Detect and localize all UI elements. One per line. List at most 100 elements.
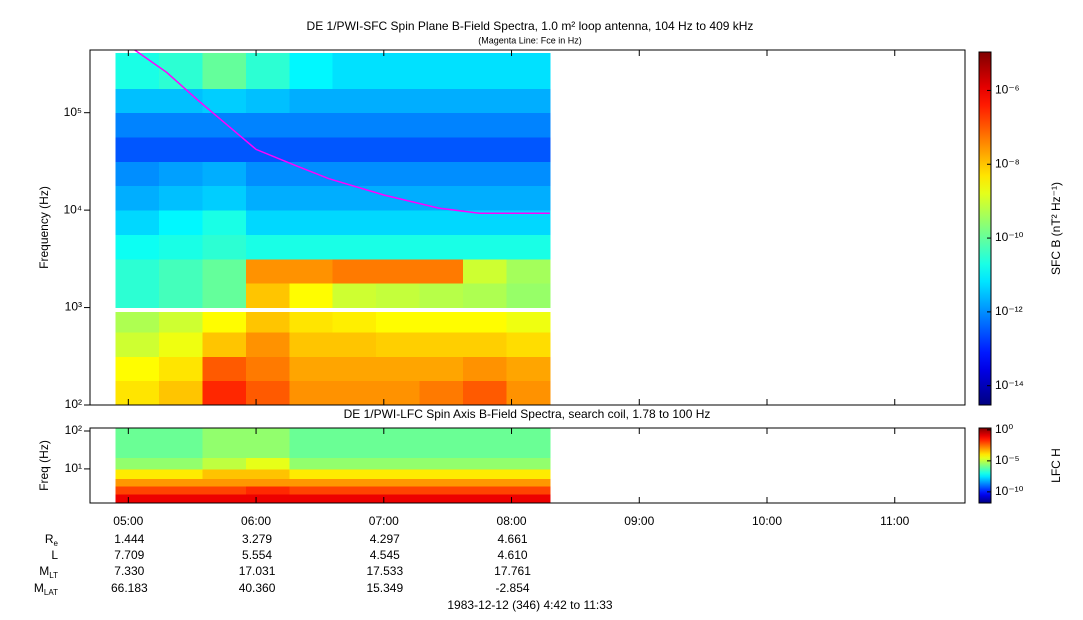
cell [202,210,247,236]
cell [158,486,203,495]
cell [115,258,160,284]
cell [332,312,377,333]
cell [376,428,421,458]
cell [506,331,551,357]
cell [245,457,290,470]
cell [419,137,464,162]
cell [506,493,551,504]
cell [462,331,507,357]
cell [506,185,551,211]
cell [506,478,551,487]
cell [419,312,464,333]
cell [158,234,203,260]
cell [462,112,507,138]
cell [332,380,377,406]
cell [419,380,464,406]
cell [376,283,421,309]
cell [462,88,507,114]
cell [332,234,377,260]
ephemeris-label: L [51,548,58,562]
cell [332,478,377,487]
cell [202,137,247,162]
cell [376,88,421,114]
cell [115,478,160,487]
cell [419,234,464,260]
cell [202,457,247,470]
cell [506,112,551,138]
y-tick-label: 10² [65,423,82,437]
ephemeris-label: MLT [39,564,58,580]
cell [289,210,334,236]
cell [332,428,377,458]
cell [158,380,203,406]
cell [202,356,247,382]
cell [332,137,377,162]
cell [419,185,464,211]
cell [419,428,464,458]
ephemeris-value: 66.183 [111,581,148,595]
cell [289,380,334,406]
cell [462,210,507,236]
colorbar-tick-label: 10⁻⁸ [995,156,1020,170]
cell [202,112,247,138]
cell [506,428,551,458]
ephemeris-value: 3.279 [242,532,272,546]
ephemeris-value: 4.545 [370,548,400,562]
cell [376,356,421,382]
cell [332,486,377,495]
colorbar-tick-label: 10⁻¹⁰ [995,230,1024,244]
cell [376,486,421,495]
cell [419,486,464,495]
cell [332,493,377,504]
cell [506,258,551,284]
cell [506,88,551,114]
x-tick-label: 08:00 [497,514,527,528]
cell [506,380,551,406]
cell [419,331,464,357]
cell [158,210,203,236]
ephemeris-label-main: M [39,564,49,578]
colorbar-label: SFC B (nT² Hz⁻¹) [1049,182,1063,275]
cell [289,428,334,458]
cell [419,356,464,382]
x-tick-label: 05:00 [113,514,143,528]
x-tick-label: 10:00 [752,514,782,528]
cell [158,493,203,504]
heatmap-cells [115,428,551,504]
cell [245,185,290,211]
cell [158,258,203,284]
cell [462,457,507,470]
cell [158,356,203,382]
cell [462,312,507,333]
ephemeris-label-sub: LAT [44,588,58,597]
cell [202,234,247,260]
cell [376,234,421,260]
cell [158,457,203,470]
cell [376,493,421,504]
cell [462,486,507,495]
ephemeris-value: 1.444 [114,532,144,546]
cell [376,161,421,187]
y-tick-label: 10⁵ [64,105,82,119]
cell [289,137,334,162]
cell [115,161,160,187]
ephemeris-value: 17.761 [494,564,531,578]
cell [158,283,203,309]
cell [376,380,421,406]
cell [245,356,290,382]
cell [462,53,507,89]
y-tick-label: 10² [65,397,82,411]
cell [289,457,334,470]
cell [202,428,247,458]
cell [506,53,551,89]
cell [419,258,464,284]
cell [202,258,247,284]
cell [376,478,421,487]
cell [245,312,290,333]
cell [462,258,507,284]
cell [462,428,507,458]
cell [376,331,421,357]
cell [202,478,247,487]
colorbar [978,51,992,406]
